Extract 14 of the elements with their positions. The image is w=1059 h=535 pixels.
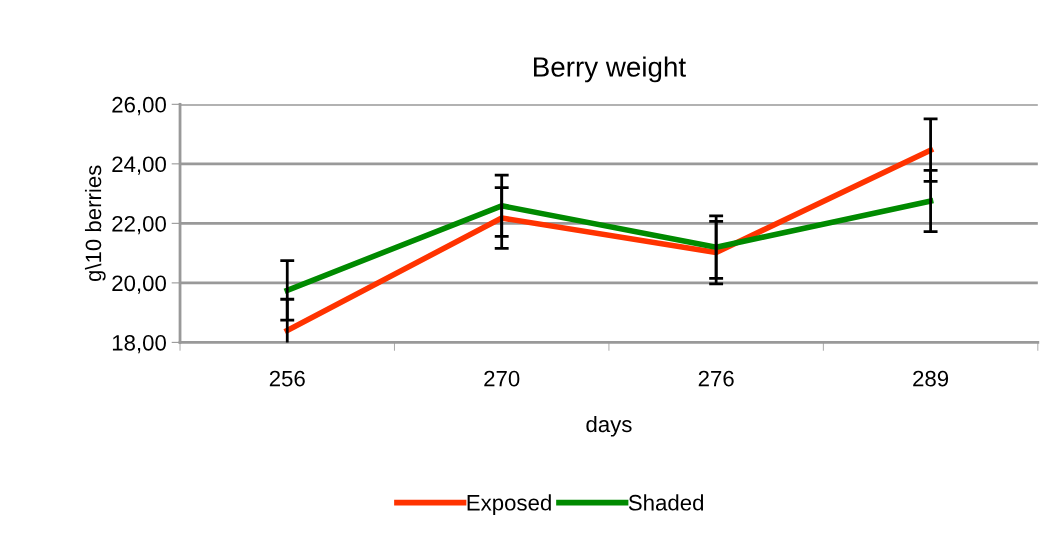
chart-title: Berry weight xyxy=(534,56,686,83)
y-tick-label: 18,00 xyxy=(112,334,166,354)
y-tick-label: 24,00 xyxy=(112,156,166,175)
y-axis-title: g\10 berries xyxy=(84,165,106,282)
y-tick-label: 26,00 xyxy=(112,96,166,116)
x-axis-title: days xyxy=(586,415,632,437)
x-tick-label: 289 xyxy=(913,370,949,387)
x-tick-label: 256 xyxy=(269,370,305,387)
y-tick-label: 22,00 xyxy=(112,215,166,235)
x-tick-label: 270 xyxy=(484,370,520,387)
x-tick-label: 276 xyxy=(698,370,734,387)
legend-label: Shaded xyxy=(628,494,704,511)
legend-label: Exposed xyxy=(467,494,551,515)
y-tick-label: 20,00 xyxy=(112,275,166,294)
